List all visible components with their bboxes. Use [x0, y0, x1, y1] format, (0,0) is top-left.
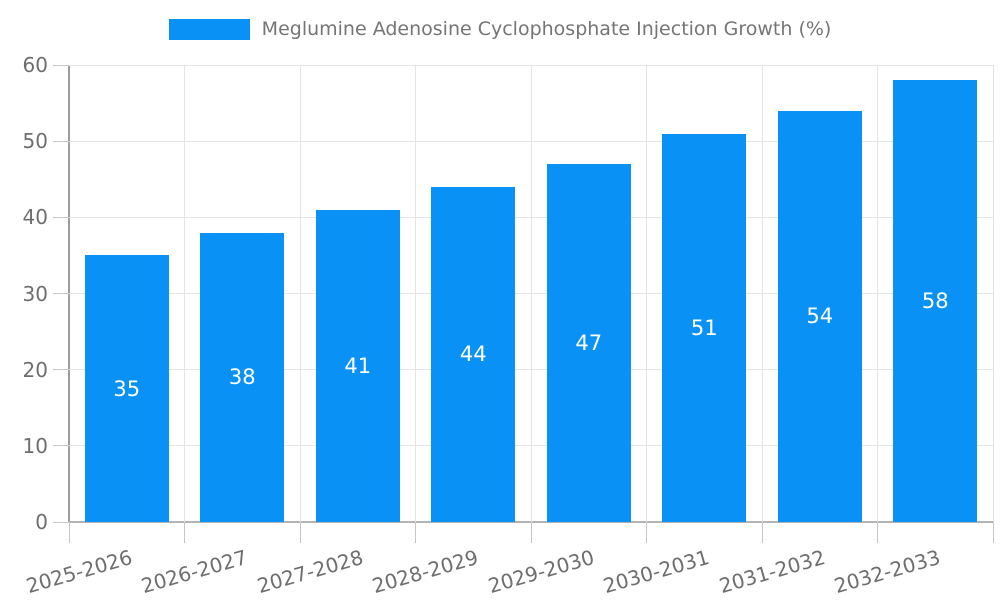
x-axis-tick: [877, 522, 878, 543]
bar-2025-2026[interactable]: 35: [84, 255, 169, 522]
legend[interactable]: Meglumine Adenosine Cyclophosphate Injec…: [0, 18, 1000, 40]
y-axis-tick: [53, 293, 69, 294]
bar-value-label: 54: [806, 304, 834, 329]
legend-label: Meglumine Adenosine Cyclophosphate Injec…: [261, 18, 832, 40]
legend-swatch: [168, 18, 250, 40]
y-tick-label: 30: [22, 281, 48, 306]
x-axis-tick: [761, 522, 763, 543]
plot-area: 35 2025-2026 38 2026-2027 41 2027-2028 44 2028-…: [23, 64, 994, 598]
gridline-vertical: [184, 65, 185, 522]
y-axis-tick: [53, 521, 69, 523]
bar-2027-2028[interactable]: 41: [315, 209, 400, 522]
bar-value-label: 51: [690, 315, 718, 340]
y-tick-label: 20: [22, 357, 48, 382]
gridline-vertical: [299, 65, 301, 522]
x-axis-tick: [530, 522, 532, 543]
bar-2032-2033[interactable]: 58: [893, 80, 978, 522]
gridline-vertical: [415, 65, 416, 522]
x-axis-tick: [415, 522, 416, 543]
x-axis-tick: [184, 522, 185, 543]
gridline-vertical: [761, 65, 763, 522]
gridline-vertical: [530, 65, 532, 522]
bar-2026-2027[interactable]: 38: [200, 232, 285, 522]
bar-2028-2029[interactable]: 44: [431, 186, 516, 522]
y-tick-label: 50: [22, 129, 48, 154]
y-axis-tick: [53, 216, 69, 218]
bar-value-label: 38: [228, 365, 256, 390]
gridline-vertical: [646, 65, 647, 522]
y-axis-tick: [53, 64, 69, 66]
y-axis-tick: [53, 140, 69, 142]
y-tick-label: 40: [22, 205, 48, 230]
x-axis-tick: [68, 522, 70, 543]
y-tick-label: 0: [35, 510, 48, 534]
x-axis-tick: [992, 522, 994, 543]
bar-2031-2032[interactable]: 54: [777, 110, 862, 522]
bar-value-label: 44: [459, 342, 487, 367]
x-axis-tick: [299, 522, 301, 543]
x-axis-tick: [646, 522, 647, 543]
y-axis-tick: [53, 369, 69, 371]
bar-2029-2030[interactable]: 47: [546, 164, 631, 522]
gridline-vertical: [992, 65, 994, 522]
bar-2030-2031[interactable]: 51: [662, 133, 747, 522]
y-tick-label: 60: [22, 53, 48, 77]
bar-value-label: 35: [113, 376, 141, 401]
bar-value-label: 58: [921, 289, 949, 314]
y-tick-label: 10: [22, 433, 48, 458]
y-axis-tick: [53, 445, 69, 447]
bar-value-label: 41: [344, 353, 372, 378]
bar-value-label: 47: [575, 331, 603, 356]
gridline-vertical: [877, 65, 878, 522]
